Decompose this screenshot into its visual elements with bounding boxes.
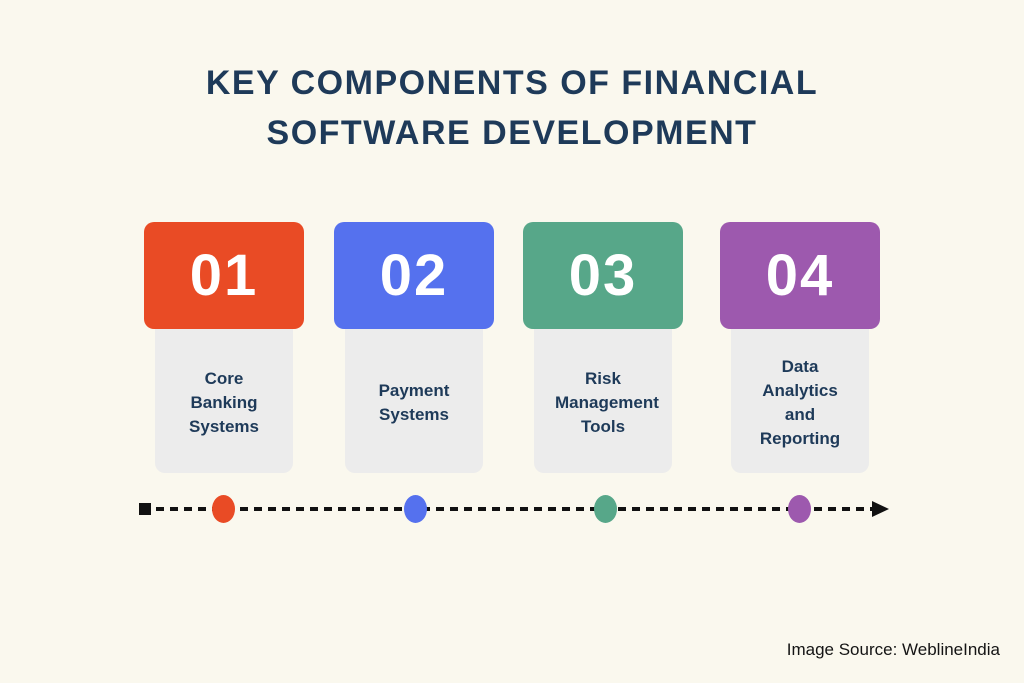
label-card-risk-management: Risk Management Tools	[534, 318, 672, 473]
number-badge-04: 04	[720, 222, 880, 329]
timeline-dot-04	[788, 495, 811, 523]
number-badge-01: 01	[144, 222, 304, 329]
page-title: KEY COMPONENTS OF FINANCIAL SOFTWARE DEV…	[0, 58, 1024, 158]
timeline-dot-01	[212, 495, 235, 523]
component-risk-management: 03 Risk Management Tools	[523, 222, 683, 477]
timeline-dot-03	[594, 495, 617, 523]
page-title-line2: SOFTWARE DEVELOPMENT	[266, 114, 758, 152]
number-badge-01-text: 01	[189, 243, 259, 308]
page-title-line1: KEY COMPONENTS OF FINANCIAL	[205, 64, 819, 102]
timeline-dashed-line	[142, 507, 878, 511]
number-badge-02-text: 02	[379, 243, 449, 308]
component-payment-systems: 02 Payment Systems	[334, 222, 494, 477]
label-card-data-analytics: Data Analytics and Reporting	[731, 318, 869, 473]
number-badge-03-text: 03	[568, 243, 638, 308]
number-badge-04-text: 04	[765, 243, 835, 308]
component-label: Core Banking Systems	[189, 368, 259, 436]
component-label: Data Analytics and Reporting	[759, 356, 841, 448]
timeline-dot-02	[404, 495, 427, 523]
image-source-credit: Image Source: WeblineIndia	[786, 640, 1000, 659]
label-card-payment-systems: Payment Systems	[345, 318, 483, 473]
number-badge-02: 02	[334, 222, 494, 329]
component-label: Risk Management Tools	[555, 368, 659, 436]
component-label: Payment Systems	[378, 380, 450, 424]
component-data-analytics: 04 Data Analytics and Reporting	[720, 222, 880, 477]
timeline-arrow-icon	[872, 501, 889, 517]
label-card-core-banking: Core Banking Systems	[155, 318, 293, 473]
component-core-banking: 01 Core Banking Systems	[144, 222, 304, 477]
number-badge-03: 03	[523, 222, 683, 329]
